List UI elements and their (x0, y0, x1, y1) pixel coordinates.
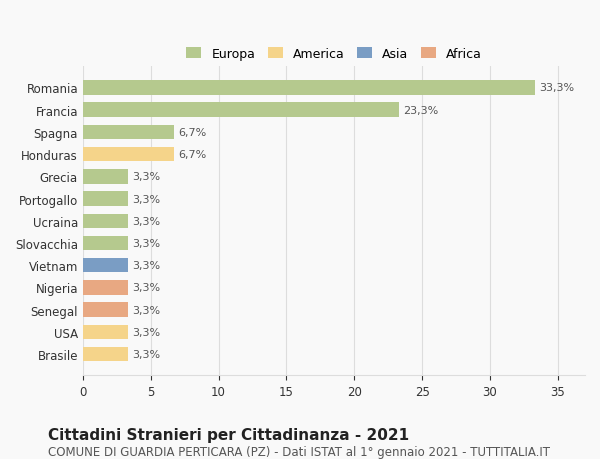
Bar (83, 103, 399, 118)
Bar (83, 236, 128, 251)
Bar (83, 214, 128, 229)
Text: 3,3%: 3,3% (132, 194, 160, 204)
Bar (83, 125, 174, 140)
Text: 3,3%: 3,3% (132, 305, 160, 315)
Text: COMUNE DI GUARDIA PERTICARA (PZ) - Dati ISTAT al 1° gennaio 2021 - TUTTITALIA.IT: COMUNE DI GUARDIA PERTICARA (PZ) - Dati … (48, 445, 550, 458)
Bar (83, 147, 174, 162)
Text: 6,7%: 6,7% (178, 128, 206, 138)
Text: 33,3%: 33,3% (539, 83, 574, 93)
Text: 3,3%: 3,3% (132, 172, 160, 182)
Legend: Europa, America, Asia, Africa: Europa, America, Asia, Africa (181, 42, 487, 65)
Text: 3,3%: 3,3% (132, 327, 160, 337)
Text: 3,3%: 3,3% (132, 216, 160, 226)
Bar (83, 280, 128, 295)
Bar (83, 258, 128, 273)
Bar (83, 347, 128, 361)
Bar (83, 192, 128, 206)
Text: 3,3%: 3,3% (132, 349, 160, 359)
Bar (83, 81, 535, 95)
Bar (83, 170, 128, 184)
Text: 6,7%: 6,7% (178, 150, 206, 160)
Text: 3,3%: 3,3% (132, 261, 160, 270)
Bar (83, 325, 128, 339)
Text: 23,3%: 23,3% (403, 106, 439, 115)
Text: 3,3%: 3,3% (132, 238, 160, 248)
Bar (83, 302, 128, 317)
Text: Cittadini Stranieri per Cittadinanza - 2021: Cittadini Stranieri per Cittadinanza - 2… (48, 427, 409, 442)
Text: 3,3%: 3,3% (132, 283, 160, 293)
